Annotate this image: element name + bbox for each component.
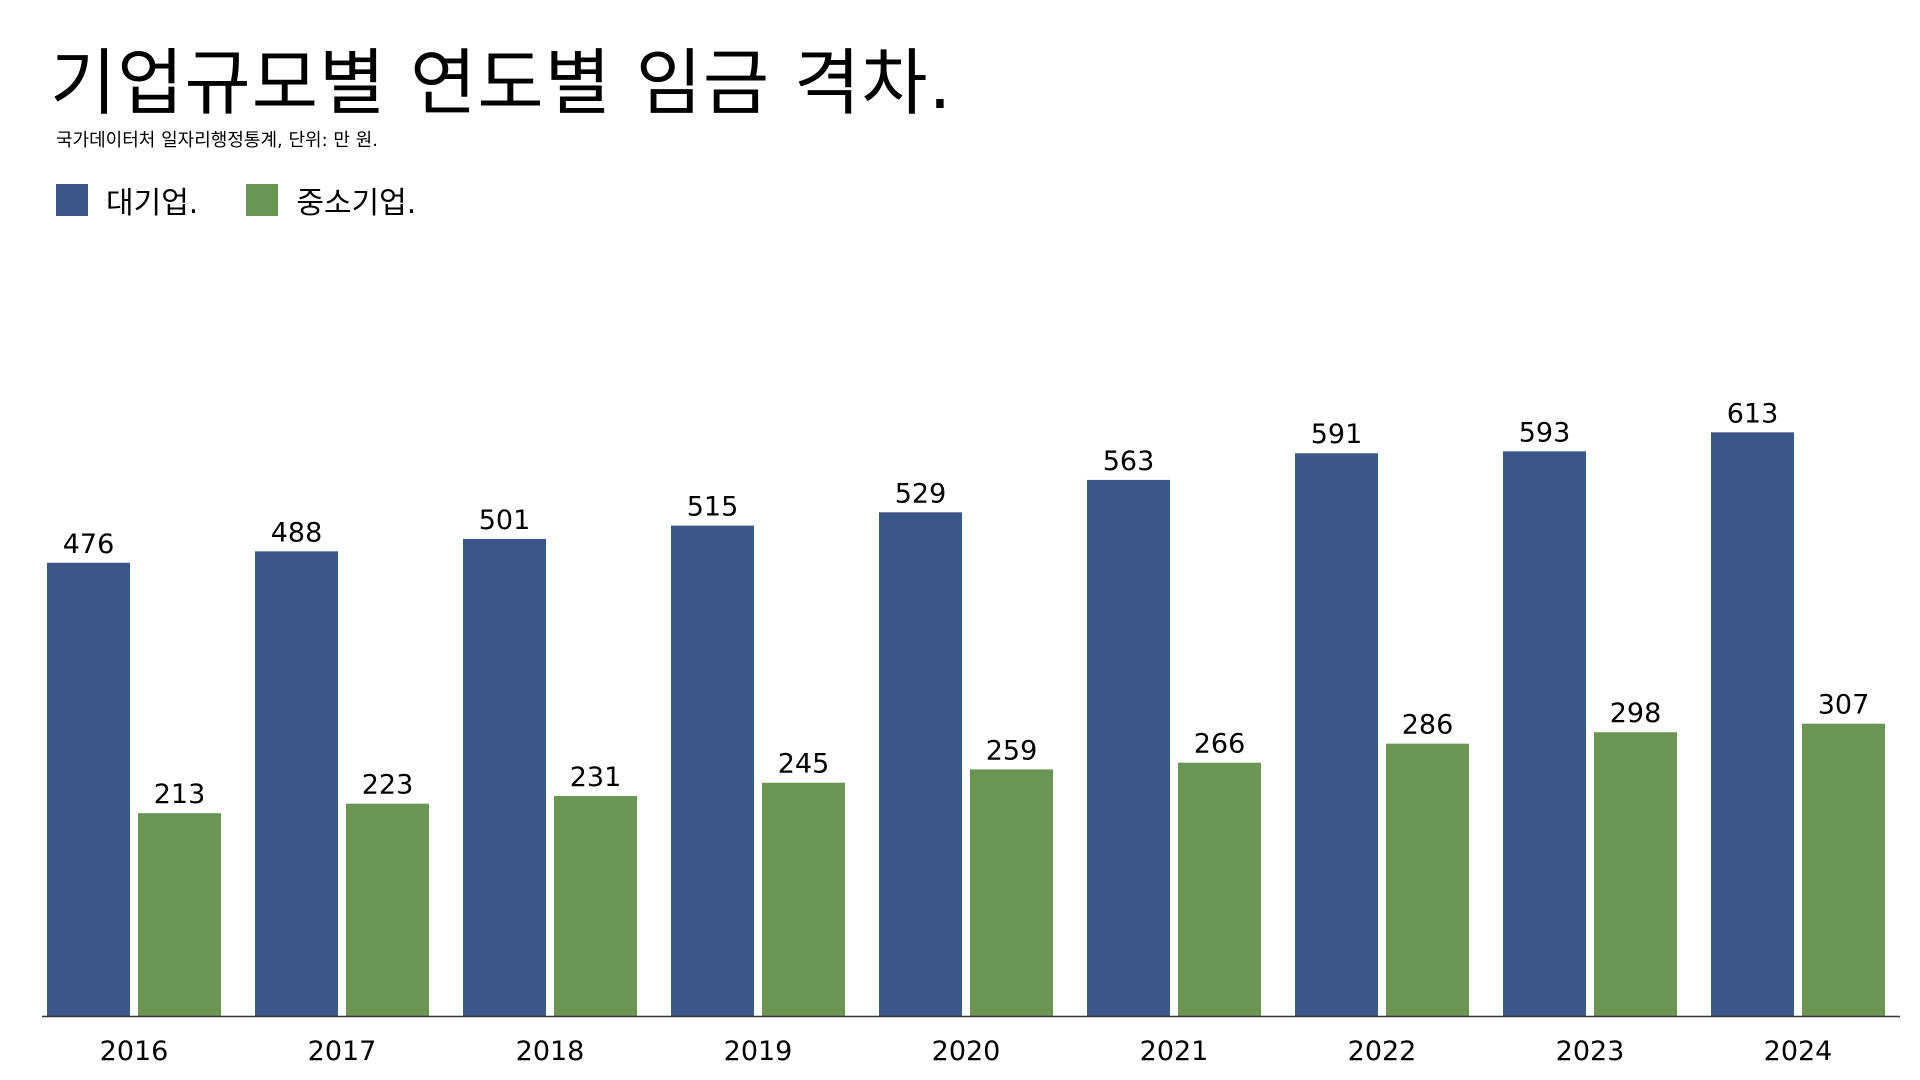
bar-small-2018 bbox=[554, 796, 637, 1016]
value-label-small-2018: 231 bbox=[570, 762, 622, 793]
value-label-large-2020: 529 bbox=[895, 478, 947, 509]
bar-small-2021 bbox=[1178, 762, 1261, 1016]
bar-large-2023 bbox=[1503, 451, 1586, 1016]
bar-large-2018 bbox=[463, 538, 546, 1016]
legend-swatch-small bbox=[246, 184, 279, 216]
x-tick-label-2019: 2019 bbox=[724, 1036, 793, 1067]
value-label-large-2017: 488 bbox=[271, 517, 323, 548]
bar-small-2024 bbox=[1802, 723, 1885, 1016]
value-label-small-2023: 298 bbox=[1610, 698, 1662, 729]
bar-large-2022 bbox=[1295, 453, 1378, 1017]
bar-small-2017 bbox=[346, 803, 429, 1016]
value-label-large-2019: 515 bbox=[687, 492, 739, 523]
legend-item-large: 대기업. bbox=[56, 178, 198, 222]
x-tick-label-2021: 2021 bbox=[1140, 1036, 1209, 1067]
x-tick-label-2018: 2018 bbox=[516, 1036, 585, 1067]
legend: 대기업. 중소기업. bbox=[56, 178, 416, 222]
x-tick-label-2022: 2022 bbox=[1348, 1036, 1417, 1067]
x-tick-label-2024: 2024 bbox=[1764, 1036, 1833, 1067]
value-label-large-2022: 591 bbox=[1311, 419, 1363, 450]
bar-large-2019 bbox=[671, 525, 754, 1016]
bar-large-2021 bbox=[1087, 479, 1170, 1017]
bar-large-2017 bbox=[255, 551, 338, 1016]
bar-small-2016 bbox=[138, 813, 221, 1016]
legend-label-large: 대기업. bbox=[106, 186, 199, 221]
value-label-large-2024: 613 bbox=[1727, 398, 1779, 429]
value-label-large-2016: 476 bbox=[63, 529, 115, 560]
x-tick-label-2020: 2020 bbox=[932, 1036, 1001, 1067]
chart-subtitle: 국가데이터처 일자리행정통계, 단위: 만 원. bbox=[56, 130, 378, 151]
value-label-small-2017: 223 bbox=[362, 770, 414, 801]
chart-title: 기업규모별 연도별 임금 격차. bbox=[50, 41, 953, 125]
value-labels-layer: 476 213 488 223 501 231 515 245 529 259 563 266 591 2… bbox=[63, 398, 1870, 810]
value-label-small-2021: 266 bbox=[1194, 729, 1246, 760]
bar-large-2024 bbox=[1711, 432, 1794, 1016]
legend-label-small: 중소기업. bbox=[296, 186, 417, 221]
x-tick-label-2017: 2017 bbox=[308, 1036, 377, 1067]
value-label-large-2021: 563 bbox=[1103, 446, 1155, 477]
bar-small-2023 bbox=[1594, 732, 1677, 1016]
value-label-large-2023: 593 bbox=[1519, 417, 1571, 448]
x-tick-labels-layer: 2016 2017 2018 2019 2020 2021 2022 2023 2024 bbox=[100, 1036, 1833, 1067]
x-tick-label-2016: 2016 bbox=[100, 1036, 169, 1067]
x-tick-label-2023: 2023 bbox=[1556, 1036, 1625, 1067]
value-label-small-2019: 245 bbox=[778, 749, 830, 780]
bar-large-2020 bbox=[879, 512, 962, 1016]
value-label-large-2018: 501 bbox=[479, 505, 531, 536]
value-label-small-2022: 286 bbox=[1402, 710, 1454, 741]
bar-small-2022 bbox=[1386, 743, 1469, 1016]
value-label-small-2016: 213 bbox=[154, 779, 206, 810]
bar-large-2016 bbox=[47, 562, 130, 1016]
bar-small-2019 bbox=[762, 782, 845, 1016]
bars-layer bbox=[47, 432, 1885, 1017]
legend-swatch-large bbox=[56, 184, 88, 216]
legend-item-small: 중소기업. bbox=[246, 178, 416, 222]
value-label-small-2024: 307 bbox=[1818, 690, 1870, 721]
value-label-small-2020: 259 bbox=[986, 735, 1038, 766]
bar-small-2020 bbox=[970, 769, 1053, 1016]
